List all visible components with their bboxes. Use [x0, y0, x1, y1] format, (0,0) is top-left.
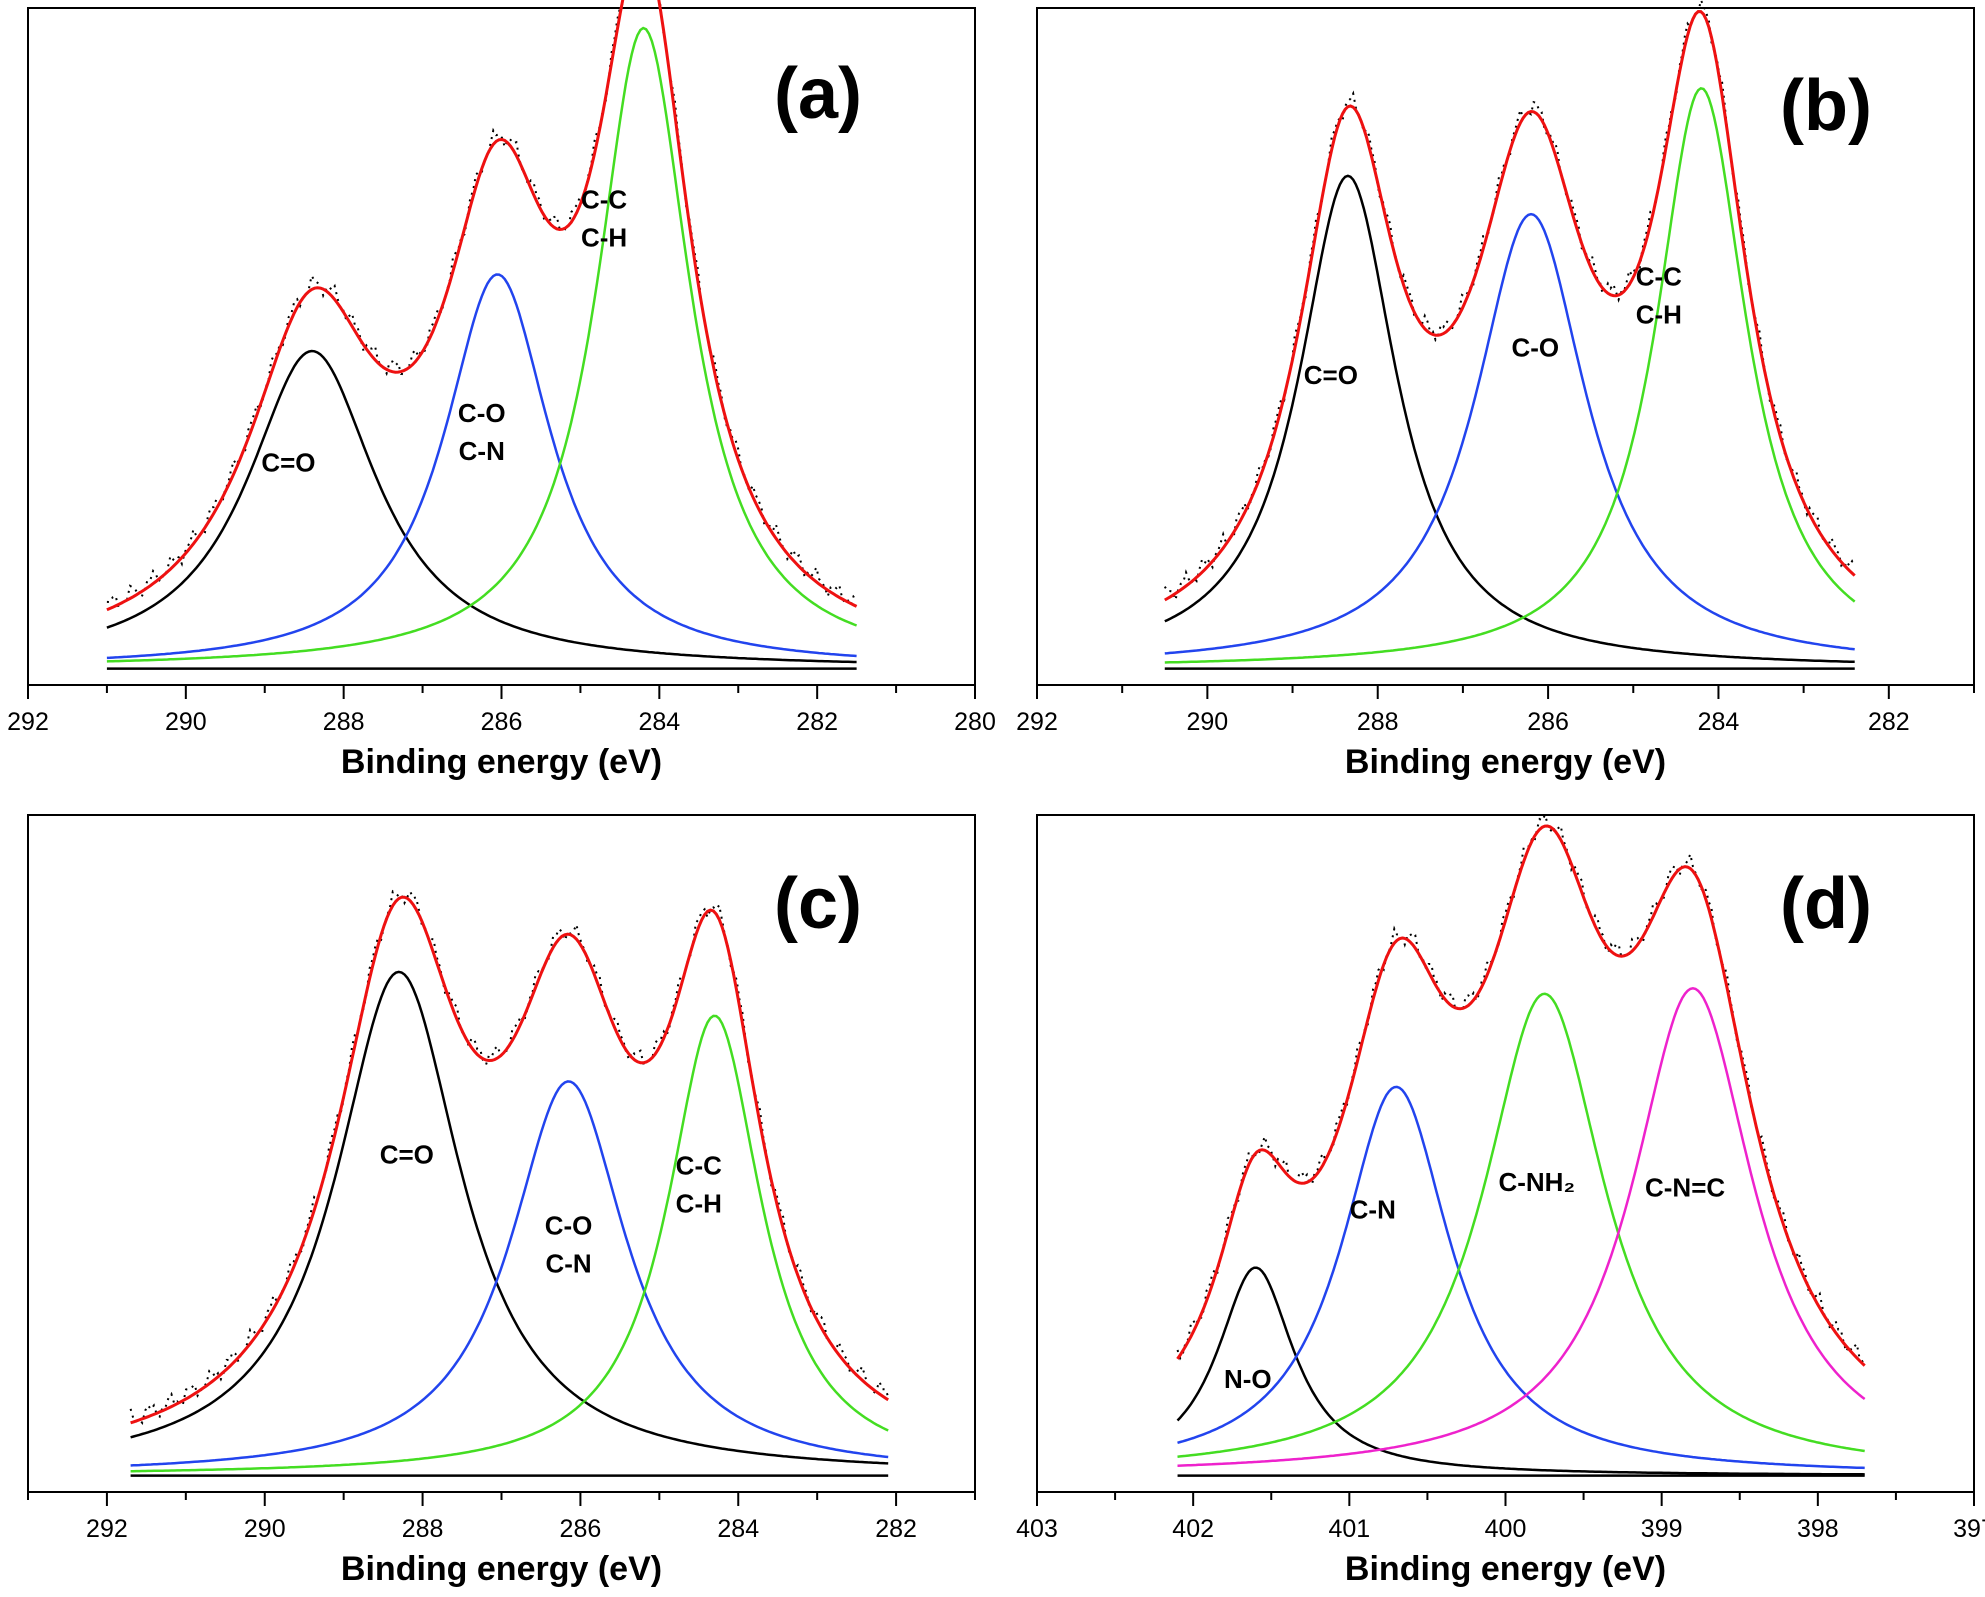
peak-label: C-C — [676, 1150, 722, 1180]
x-tick-label: 398 — [1797, 1515, 1839, 1543]
x-tick-label: 280 — [954, 708, 996, 736]
peak-label: C-H — [676, 1188, 722, 1218]
peak-component-0 — [1164, 174, 1855, 664]
peak-label: C=O — [261, 447, 315, 477]
x-tick-label: 282 — [1868, 708, 1910, 736]
x-tick-label: 282 — [796, 708, 838, 736]
raw-data-curve — [129, 889, 890, 1426]
fitted-envelope — [1176, 824, 1866, 1367]
x-tick-label: 292 — [1016, 708, 1058, 736]
peak-label: C-O — [545, 1211, 593, 1241]
x-axis-label: Binding energy (eV) — [1345, 1550, 1666, 1588]
x-axis-label: Binding energy (eV) — [341, 1550, 662, 1588]
peak-component-1 — [1177, 1085, 1865, 1470]
x-axis-label: Binding energy (eV) — [341, 743, 662, 781]
peak-label: C=O — [380, 1140, 434, 1170]
x-tick-label: 290 — [1187, 708, 1229, 736]
panel-c: 292 290 288 286 284 282 Binding energy (eV) (c)… — [27, 814, 976, 1588]
plot-frame — [1036, 7, 1975, 686]
peak-label: C=O — [1304, 360, 1358, 390]
x-tick-label: 401 — [1328, 1515, 1370, 1543]
peak-label: C-H — [1636, 299, 1682, 329]
panel-letter: (a) — [774, 54, 862, 134]
peak-label: C-O — [1511, 333, 1559, 363]
x-tick-label: 288 — [323, 708, 365, 736]
panel-letter: (c) — [774, 864, 862, 944]
x-tick-label: 292 — [7, 708, 49, 736]
x-axis-label: Binding energy (eV) — [1345, 743, 1666, 781]
peak-component-2 — [1164, 86, 1856, 664]
x-tick-label: 284 — [638, 708, 680, 736]
peak-component-1 — [130, 1080, 889, 1467]
peak-component-1 — [106, 273, 857, 660]
x-tick-label: 288 — [402, 1515, 444, 1543]
x-tick-label: 286 — [1527, 708, 1569, 736]
x-tick-label: 284 — [717, 1515, 759, 1543]
x-tick-label: 403 — [1016, 1515, 1058, 1543]
peak-component-0 — [130, 970, 889, 1465]
peak-label: C-C — [581, 185, 627, 215]
peak-label: C-O — [458, 398, 506, 428]
peak-component-2 — [106, 26, 858, 663]
raw-data-curve — [1176, 812, 1866, 1367]
peak-component-0 — [1176, 1266, 1865, 1476]
peak-component-2 — [1177, 992, 1865, 1458]
x-tick-label: 402 — [1172, 1515, 1214, 1543]
x-tick-label: 399 — [1641, 1515, 1683, 1543]
peak-label: C-N — [545, 1249, 591, 1279]
peak-component-3 — [1177, 987, 1866, 1467]
x-tick-label: 400 — [1485, 1515, 1527, 1543]
x-tick-label: 397 — [1953, 1515, 1985, 1543]
x-tick-label: 290 — [244, 1515, 286, 1543]
peak-label: C-NH₂ — [1498, 1167, 1575, 1197]
peak-label: C-H — [581, 223, 627, 253]
panel-d: 403 402 401 400 399 398 397 Binding energy (eV)… — [1016, 812, 1985, 1588]
x-tick-label: 290 — [165, 708, 207, 736]
fitted-envelope — [1164, 9, 1856, 602]
peak-component-1 — [1164, 212, 1855, 655]
panel-letter: (d) — [1780, 864, 1872, 944]
x-tick-label: 292 — [86, 1515, 128, 1543]
fitted-envelope — [106, 0, 858, 612]
panel-a: 292 290 288 286 284 282 280 Binding energy (eV)… — [7, 0, 996, 781]
x-tick-label: 286 — [560, 1515, 602, 1543]
raw-data-curve — [106, 0, 858, 610]
fitted-envelope — [130, 895, 889, 1425]
peak-label: C-N — [1350, 1194, 1396, 1224]
x-tick-label: 288 — [1357, 708, 1399, 736]
peak-label: C-C — [1636, 261, 1682, 291]
panel-b: 292 290 288 286 284 282 Binding energy (eV) (b)… — [1016, 0, 1975, 781]
x-tick-label: 282 — [875, 1515, 917, 1543]
x-tick-label: 286 — [481, 708, 523, 736]
peak-label: N-O — [1224, 1364, 1272, 1394]
x-tick-label: 284 — [1698, 708, 1740, 736]
panel-letter: (b) — [1780, 66, 1872, 146]
peak-label: C-N — [459, 436, 505, 466]
peak-component-2 — [130, 1014, 889, 1473]
peak-component-0 — [106, 349, 857, 664]
peak-label: C-N=C — [1645, 1172, 1725, 1202]
